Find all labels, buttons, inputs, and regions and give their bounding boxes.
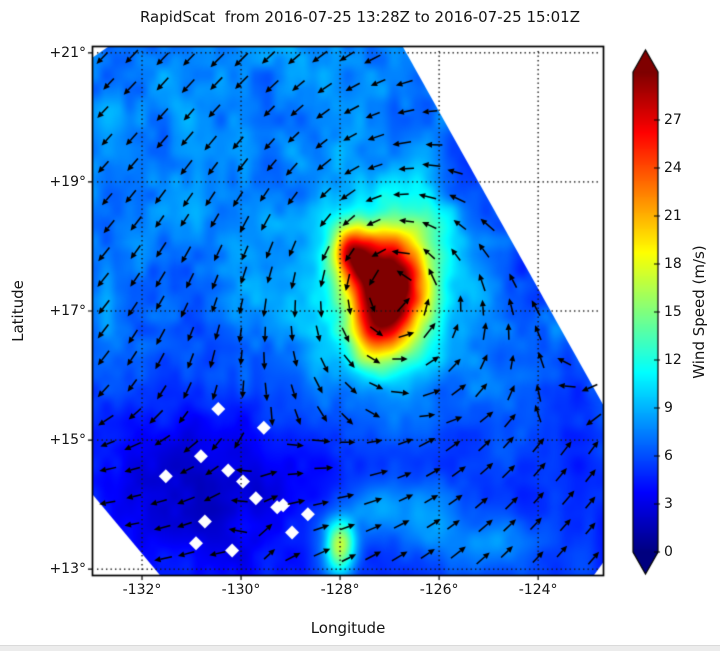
- colorbar-tick-label: 9: [664, 400, 673, 416]
- x-tick-label: -128°: [320, 582, 360, 598]
- x-tick-label: -132°: [122, 582, 162, 598]
- y-tick-label: +19°: [49, 173, 86, 190]
- y-axis-label: Latitude: [9, 280, 27, 342]
- x-axis-label: Longitude: [310, 619, 386, 637]
- colorbar-tick-label: 0: [664, 544, 673, 560]
- colorbar-tick-label: 6: [664, 448, 673, 464]
- y-tick-label: +17°: [49, 303, 86, 319]
- colorbar-tick-label: 24: [664, 160, 682, 176]
- colorbar-tick-label: 3: [664, 496, 673, 512]
- x-tick-label: -130°: [221, 582, 261, 598]
- y-tick-label: +21°: [49, 44, 86, 61]
- x-tick-label: -126°: [419, 582, 459, 598]
- colorbar-tick-label: 12: [664, 352, 682, 368]
- page-bottom-divider: [0, 645, 720, 651]
- x-tick-label: -124°: [518, 582, 558, 598]
- colorbar-tick-label: 15: [664, 304, 682, 320]
- y-tick-label: +15°: [49, 432, 86, 449]
- y-tick-label: +13°: [49, 561, 86, 578]
- colorbar-tick-label: 27: [664, 112, 682, 128]
- chart-title: RapidScat from 2016-07-25 13:28Z to 2016…: [139, 8, 581, 26]
- colorbar-tick-label: 18: [664, 256, 682, 272]
- colorbar-tick-label: 21: [664, 208, 682, 224]
